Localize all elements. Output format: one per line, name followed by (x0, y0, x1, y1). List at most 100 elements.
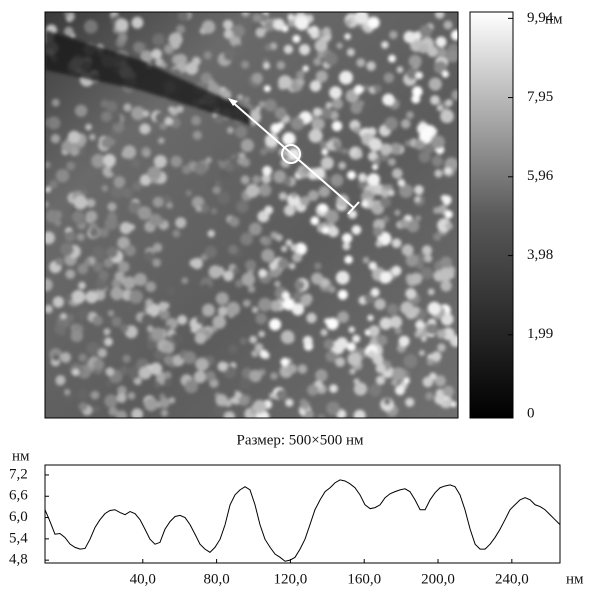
grain (330, 174, 344, 187)
grain (264, 133, 279, 148)
grain (285, 239, 293, 247)
grain (380, 271, 393, 284)
grain (418, 43, 429, 54)
grain (382, 215, 390, 223)
grain (174, 53, 188, 67)
grain (375, 363, 386, 374)
grain (118, 261, 130, 273)
grain (280, 330, 295, 344)
x-tick-label: 80,0 (203, 571, 229, 587)
grain (264, 99, 277, 112)
grain (107, 202, 117, 212)
grain (405, 254, 419, 267)
grain (287, 363, 298, 374)
grain (354, 84, 364, 95)
grain (205, 157, 212, 164)
grain (162, 341, 175, 354)
grain (105, 367, 115, 377)
grain (283, 204, 296, 217)
grain (366, 61, 376, 71)
grain (210, 207, 218, 215)
grain (427, 288, 435, 296)
grain (283, 44, 293, 55)
grain (391, 238, 402, 248)
grain (106, 100, 118, 113)
grain (185, 62, 199, 75)
grain (445, 222, 453, 230)
grain (269, 300, 282, 312)
grain (337, 289, 348, 300)
grain (61, 140, 73, 153)
grain (389, 142, 402, 155)
grain (291, 303, 305, 316)
grain (370, 287, 380, 297)
grain (237, 99, 246, 107)
grain (318, 203, 328, 213)
grain (128, 201, 141, 214)
grain (60, 352, 71, 363)
grain (400, 119, 411, 129)
grain (320, 156, 334, 170)
grain (336, 42, 343, 49)
grain (317, 51, 324, 59)
grain (373, 226, 383, 237)
grain (383, 72, 395, 84)
grain (290, 116, 305, 131)
colorbar-tick-label: 0 (527, 405, 535, 421)
grain (45, 278, 53, 292)
grain (98, 270, 109, 281)
grain (344, 33, 351, 40)
grain (368, 384, 382, 397)
grain (296, 70, 305, 80)
grain (159, 397, 170, 409)
grain (415, 215, 422, 222)
grain (129, 289, 144, 304)
grain (440, 280, 452, 292)
grain (110, 286, 124, 301)
grain (245, 183, 260, 198)
grain (66, 294, 73, 301)
grain (384, 116, 398, 131)
grain (403, 31, 416, 43)
grain (60, 242, 74, 257)
grain (281, 245, 288, 252)
grain (155, 112, 167, 124)
grain (207, 79, 216, 87)
grain (175, 217, 187, 229)
grain (147, 325, 154, 333)
grain (300, 196, 310, 206)
grain (73, 195, 88, 210)
grain (425, 323, 438, 335)
grain (131, 16, 144, 29)
grain (241, 60, 250, 69)
grain (152, 242, 163, 253)
grain (127, 392, 136, 400)
grain (208, 265, 222, 279)
grain (154, 381, 161, 388)
dark-band (45, 30, 250, 125)
grain (354, 12, 369, 25)
grain (55, 375, 66, 386)
grain (176, 105, 184, 113)
grain (274, 280, 281, 288)
grain (152, 258, 161, 268)
grain (173, 333, 184, 345)
grain (138, 366, 152, 380)
grain (254, 343, 264, 352)
grain (325, 350, 337, 363)
grain (131, 106, 145, 121)
grain (204, 246, 217, 259)
grain (314, 39, 328, 53)
grain (49, 179, 58, 189)
grain (341, 148, 348, 155)
grain (164, 324, 172, 331)
grain (446, 50, 458, 63)
grain (302, 335, 313, 346)
grain (312, 107, 322, 117)
grain (353, 382, 368, 396)
grain (415, 320, 425, 330)
grain (342, 242, 351, 251)
grain (240, 138, 254, 152)
grain (275, 234, 283, 242)
grain (65, 269, 76, 280)
